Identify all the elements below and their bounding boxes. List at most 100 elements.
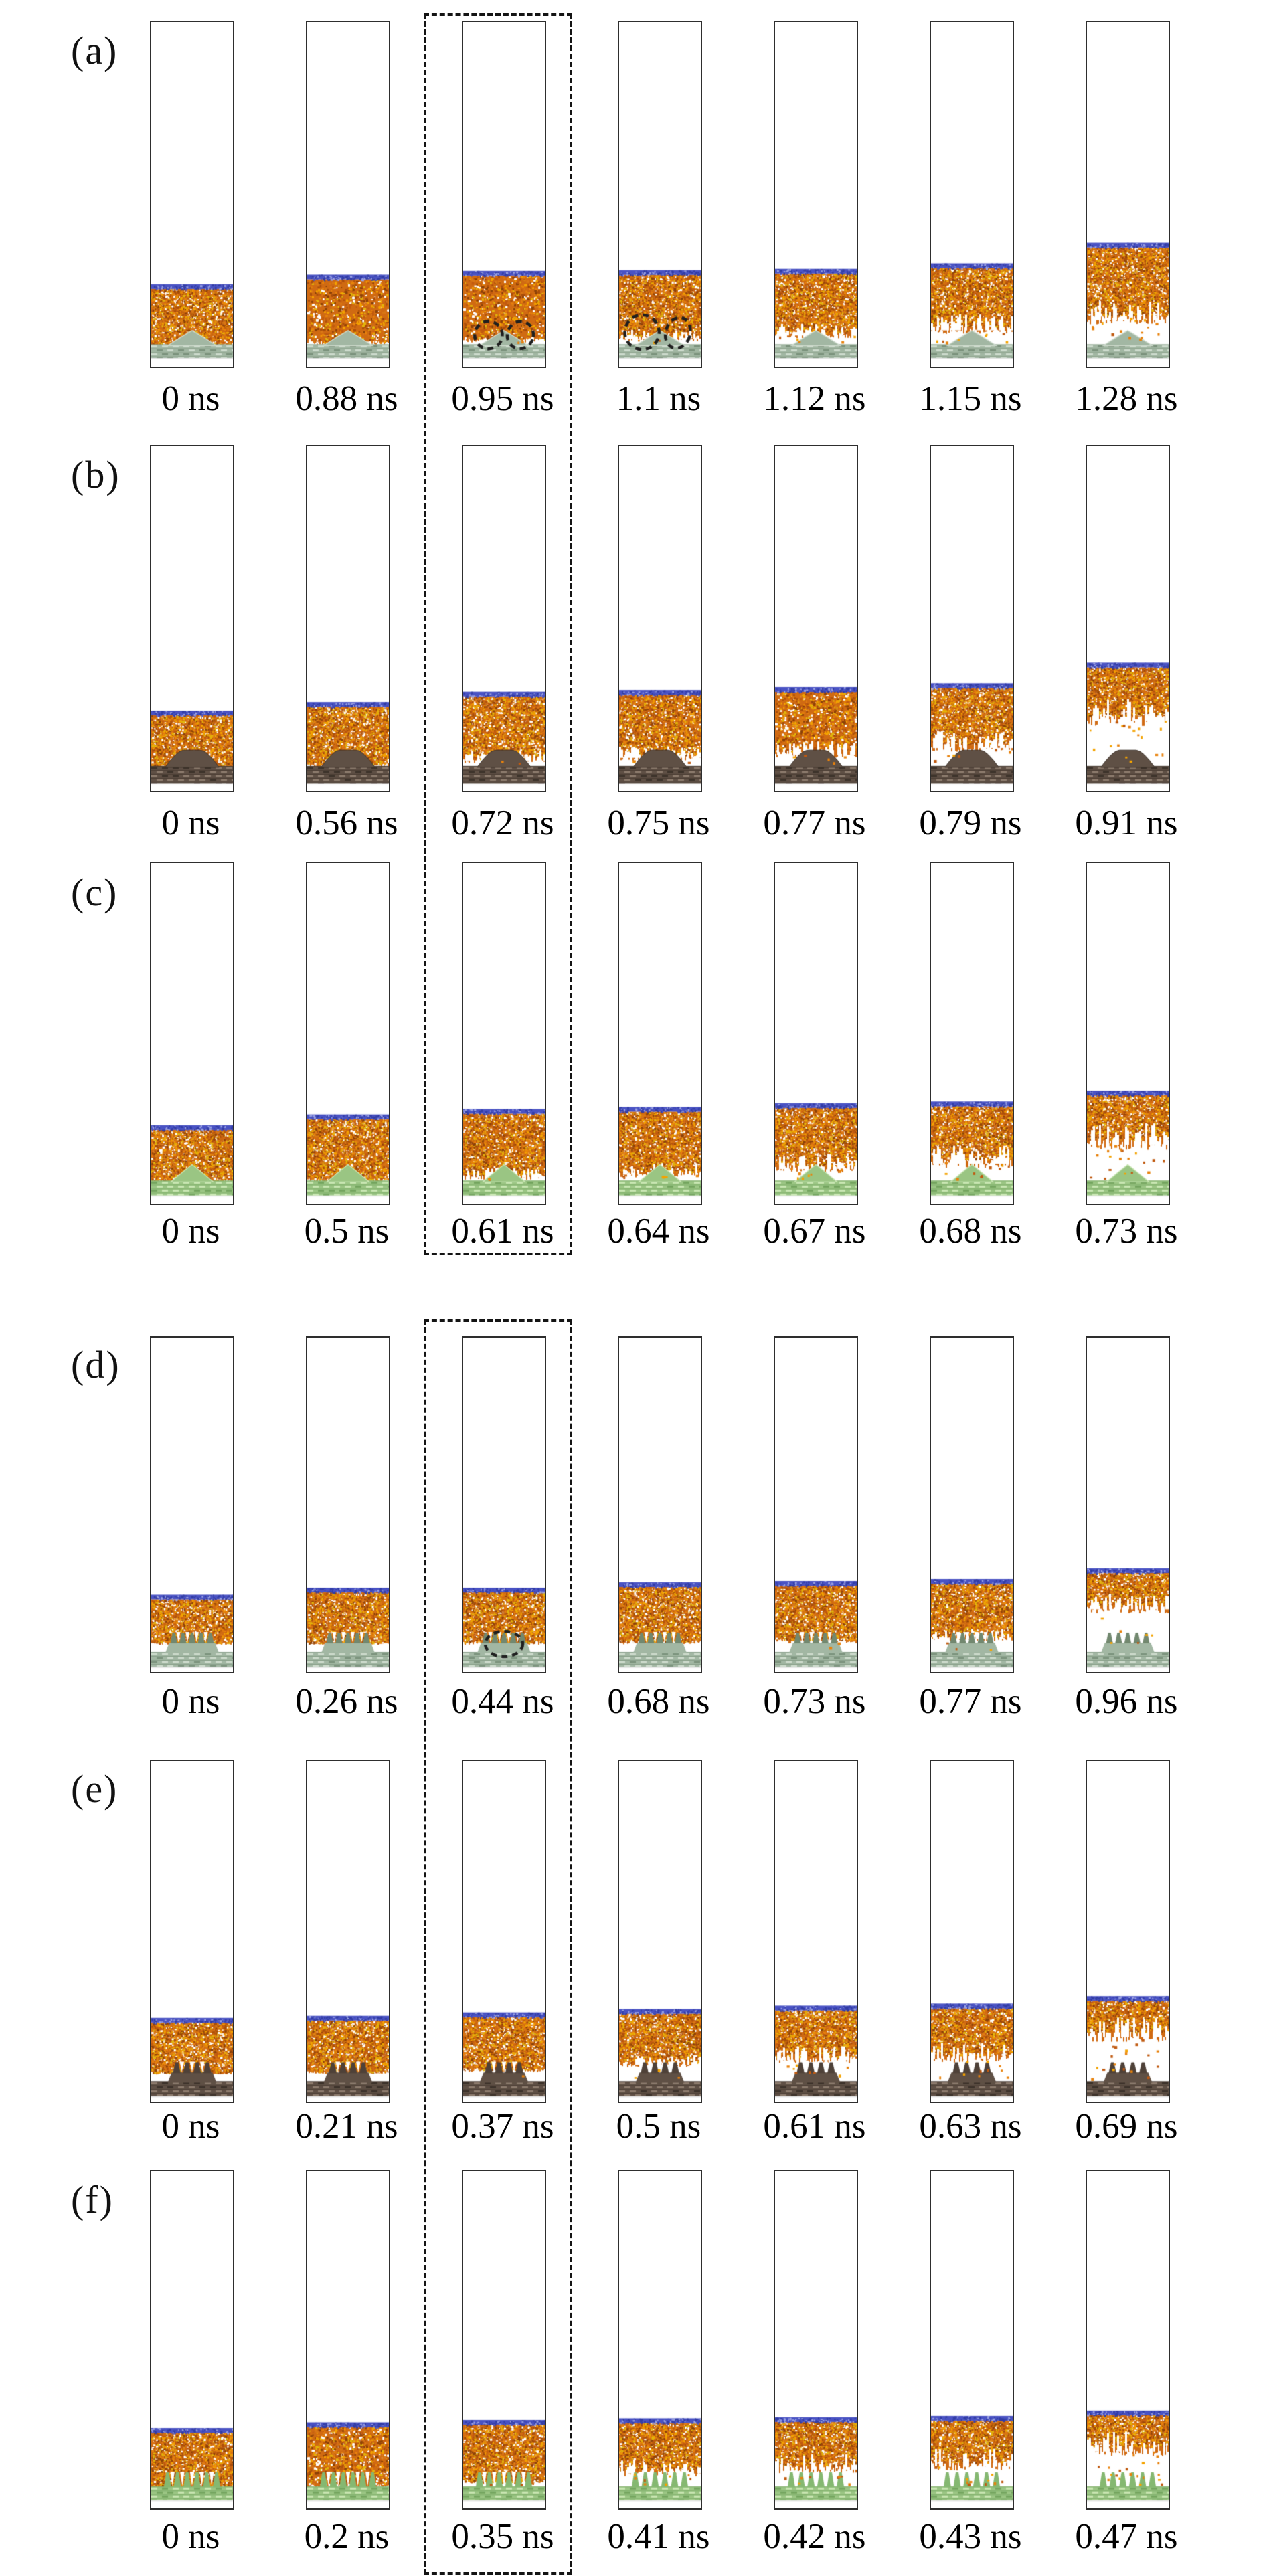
panel-f-4 [618, 2170, 702, 2510]
snapshot-canvas-a-3 [463, 22, 545, 367]
row-label-a: (a) [71, 29, 118, 72]
panel-c-7 [1086, 862, 1170, 1205]
snapshot-canvas-a-7 [1087, 22, 1169, 367]
snapshot-canvas-c-7 [1087, 863, 1169, 1204]
time-label-c-5: 0.67 ns [763, 1212, 866, 1251]
time-label-c-4: 0.64 ns [607, 1212, 710, 1251]
snapshot-canvas-b-6 [931, 446, 1013, 791]
time-label-a-3: 0.95 ns [451, 379, 554, 418]
panel-b-5 [774, 445, 858, 792]
panel-b-4 [618, 445, 702, 792]
snapshot-canvas-a-4 [619, 22, 701, 367]
time-label-e-5: 0.61 ns [763, 2107, 866, 2146]
time-label-a-4: 1.1 ns [616, 379, 701, 418]
panel-e-3 [462, 1760, 546, 2103]
snapshot-canvas-d-5 [775, 1338, 857, 1672]
panel-f-5 [774, 2170, 858, 2510]
time-label-f-5: 0.42 ns [763, 2517, 866, 2556]
snapshot-canvas-c-4 [619, 863, 701, 1204]
snapshot-canvas-a-5 [775, 22, 857, 367]
panel-b-1 [150, 445, 234, 792]
snapshot-canvas-d-1 [151, 1338, 233, 1672]
snapshot-canvas-b-4 [619, 446, 701, 791]
snapshot-canvas-c-6 [931, 863, 1013, 1204]
snapshot-canvas-f-3 [463, 2171, 545, 2508]
panel-c-6 [930, 862, 1014, 1205]
time-label-e-6: 0.63 ns [919, 2107, 1022, 2146]
panel-c-2 [306, 862, 390, 1205]
snapshot-canvas-e-5 [775, 1761, 857, 2102]
row-label-c: (c) [71, 870, 118, 914]
time-label-f-2: 0.2 ns [304, 2517, 390, 2556]
time-label-a-7: 1.28 ns [1075, 379, 1178, 418]
time-label-f-4: 0.41 ns [607, 2517, 710, 2556]
time-label-c-7: 0.73 ns [1075, 1212, 1178, 1251]
time-label-d-6: 0.77 ns [919, 1682, 1022, 1721]
snapshot-canvas-c-5 [775, 863, 857, 1204]
snapshot-canvas-e-6 [931, 1761, 1013, 2102]
panel-e-7 [1086, 1760, 1170, 2103]
time-label-d-4: 0.68 ns [607, 1682, 710, 1721]
time-label-a-1: 0 ns [161, 379, 220, 418]
snapshot-canvas-e-3 [463, 1761, 545, 2102]
panel-d-5 [774, 1336, 858, 1673]
panel-f-6 [930, 2170, 1014, 2510]
snapshot-canvas-f-5 [775, 2171, 857, 2508]
panel-b-7 [1086, 445, 1170, 792]
time-label-d-3: 0.44 ns [451, 1682, 554, 1721]
time-label-a-5: 1.12 ns [763, 379, 866, 418]
panel-a-5 [774, 21, 858, 368]
panel-a-6 [930, 21, 1014, 368]
panel-d-3 [462, 1336, 546, 1673]
panel-c-1 [150, 862, 234, 1205]
time-label-a-2: 0.88 ns [295, 379, 398, 418]
time-label-b-5: 0.77 ns [763, 804, 866, 842]
panel-b-3 [462, 445, 546, 792]
snapshot-canvas-e-2 [307, 1761, 389, 2102]
snapshot-canvas-d-4 [619, 1338, 701, 1672]
snapshot-canvas-f-4 [619, 2171, 701, 2508]
panel-f-3 [462, 2170, 546, 2510]
time-label-d-1: 0 ns [161, 1682, 220, 1721]
snapshot-canvas-d-7 [1087, 1338, 1169, 1672]
snapshot-canvas-f-7 [1087, 2171, 1169, 2508]
time-label-b-3: 0.72 ns [451, 804, 554, 842]
snapshot-canvas-b-5 [775, 446, 857, 791]
panel-a-1 [150, 21, 234, 368]
time-label-f-7: 0.47 ns [1075, 2517, 1178, 2556]
snapshot-canvas-b-2 [307, 446, 389, 791]
snapshot-canvas-a-2 [307, 22, 389, 367]
snapshot-canvas-d-3 [463, 1338, 545, 1672]
snapshot-canvas-d-2 [307, 1338, 389, 1672]
panel-b-2 [306, 445, 390, 792]
panel-e-1 [150, 1760, 234, 2103]
time-label-f-1: 0 ns [161, 2517, 220, 2556]
snapshot-canvas-c-2 [307, 863, 389, 1204]
snapshot-canvas-c-1 [151, 863, 233, 1204]
snapshot-canvas-e-7 [1087, 1761, 1169, 2102]
time-label-c-2: 0.5 ns [304, 1212, 390, 1251]
time-label-b-6: 0.79 ns [919, 804, 1022, 842]
time-label-f-6: 0.43 ns [919, 2517, 1022, 2556]
row-label-f: (f) [71, 2178, 114, 2221]
panel-b-6 [930, 445, 1014, 792]
panel-a-3 [462, 21, 546, 368]
panel-a-2 [306, 21, 390, 368]
panel-f-7 [1086, 2170, 1170, 2510]
time-label-b-4: 0.75 ns [607, 804, 710, 842]
snapshot-canvas-b-7 [1087, 446, 1169, 791]
time-label-d-5: 0.73 ns [763, 1682, 866, 1721]
time-label-f-3: 0.35 ns [451, 2517, 554, 2556]
time-label-e-1: 0 ns [161, 2107, 220, 2146]
snapshot-canvas-e-1 [151, 1761, 233, 2102]
panel-e-5 [774, 1760, 858, 2103]
time-label-c-3: 0.61 ns [451, 1212, 554, 1251]
panel-a-7 [1086, 21, 1170, 368]
panel-d-2 [306, 1336, 390, 1673]
panel-e-6 [930, 1760, 1014, 2103]
panel-d-7 [1086, 1336, 1170, 1673]
snapshot-canvas-f-2 [307, 2171, 389, 2508]
snapshot-canvas-c-3 [463, 863, 545, 1204]
time-label-d-2: 0.26 ns [295, 1682, 398, 1721]
snapshot-canvas-b-1 [151, 446, 233, 791]
